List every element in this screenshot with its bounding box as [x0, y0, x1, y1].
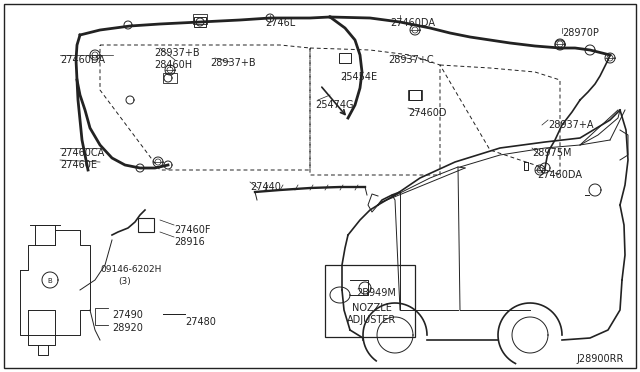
Bar	[339, 53, 351, 63]
Text: 25474G: 25474G	[315, 100, 353, 110]
Bar	[163, 73, 177, 83]
Text: 28937+C: 28937+C	[388, 55, 434, 65]
Bar	[138, 218, 154, 232]
Text: 28937+B: 28937+B	[154, 48, 200, 58]
Text: 2B949M: 2B949M	[356, 288, 396, 298]
Text: 27480: 27480	[185, 317, 216, 327]
Bar	[193, 14, 207, 24]
Bar	[325, 265, 415, 337]
Text: 27460DA: 27460DA	[390, 18, 435, 28]
Text: 28920: 28920	[112, 323, 143, 333]
Bar	[194, 17, 206, 27]
Text: ADJUSTER: ADJUSTER	[347, 315, 396, 325]
Text: 27460E: 27460E	[60, 160, 97, 170]
Text: 25454E: 25454E	[340, 72, 377, 82]
Text: 27460DA: 27460DA	[537, 170, 582, 180]
Text: 28937+A: 28937+A	[548, 120, 593, 130]
Bar	[409, 90, 421, 100]
Text: 28460H: 28460H	[154, 60, 192, 70]
Text: 27460D: 27460D	[408, 108, 447, 118]
Text: 28937+B: 28937+B	[210, 58, 255, 68]
Text: 09146-6202H: 09146-6202H	[100, 265, 161, 274]
Text: 2746L: 2746L	[265, 18, 295, 28]
Text: 28916: 28916	[174, 237, 205, 247]
Bar	[408, 90, 422, 100]
Text: 28970P: 28970P	[562, 28, 599, 38]
Text: 28975M: 28975M	[532, 148, 572, 158]
Text: (3): (3)	[118, 277, 131, 286]
Text: NOZZLE: NOZZLE	[352, 303, 392, 313]
Text: 27460F: 27460F	[174, 225, 211, 235]
Text: J28900RR: J28900RR	[576, 354, 623, 364]
Text: B: B	[47, 278, 52, 284]
Text: 27460DA: 27460DA	[60, 55, 105, 65]
Text: 27460CA: 27460CA	[60, 148, 104, 158]
Text: 27440: 27440	[250, 182, 281, 192]
Text: 27490: 27490	[112, 310, 143, 320]
